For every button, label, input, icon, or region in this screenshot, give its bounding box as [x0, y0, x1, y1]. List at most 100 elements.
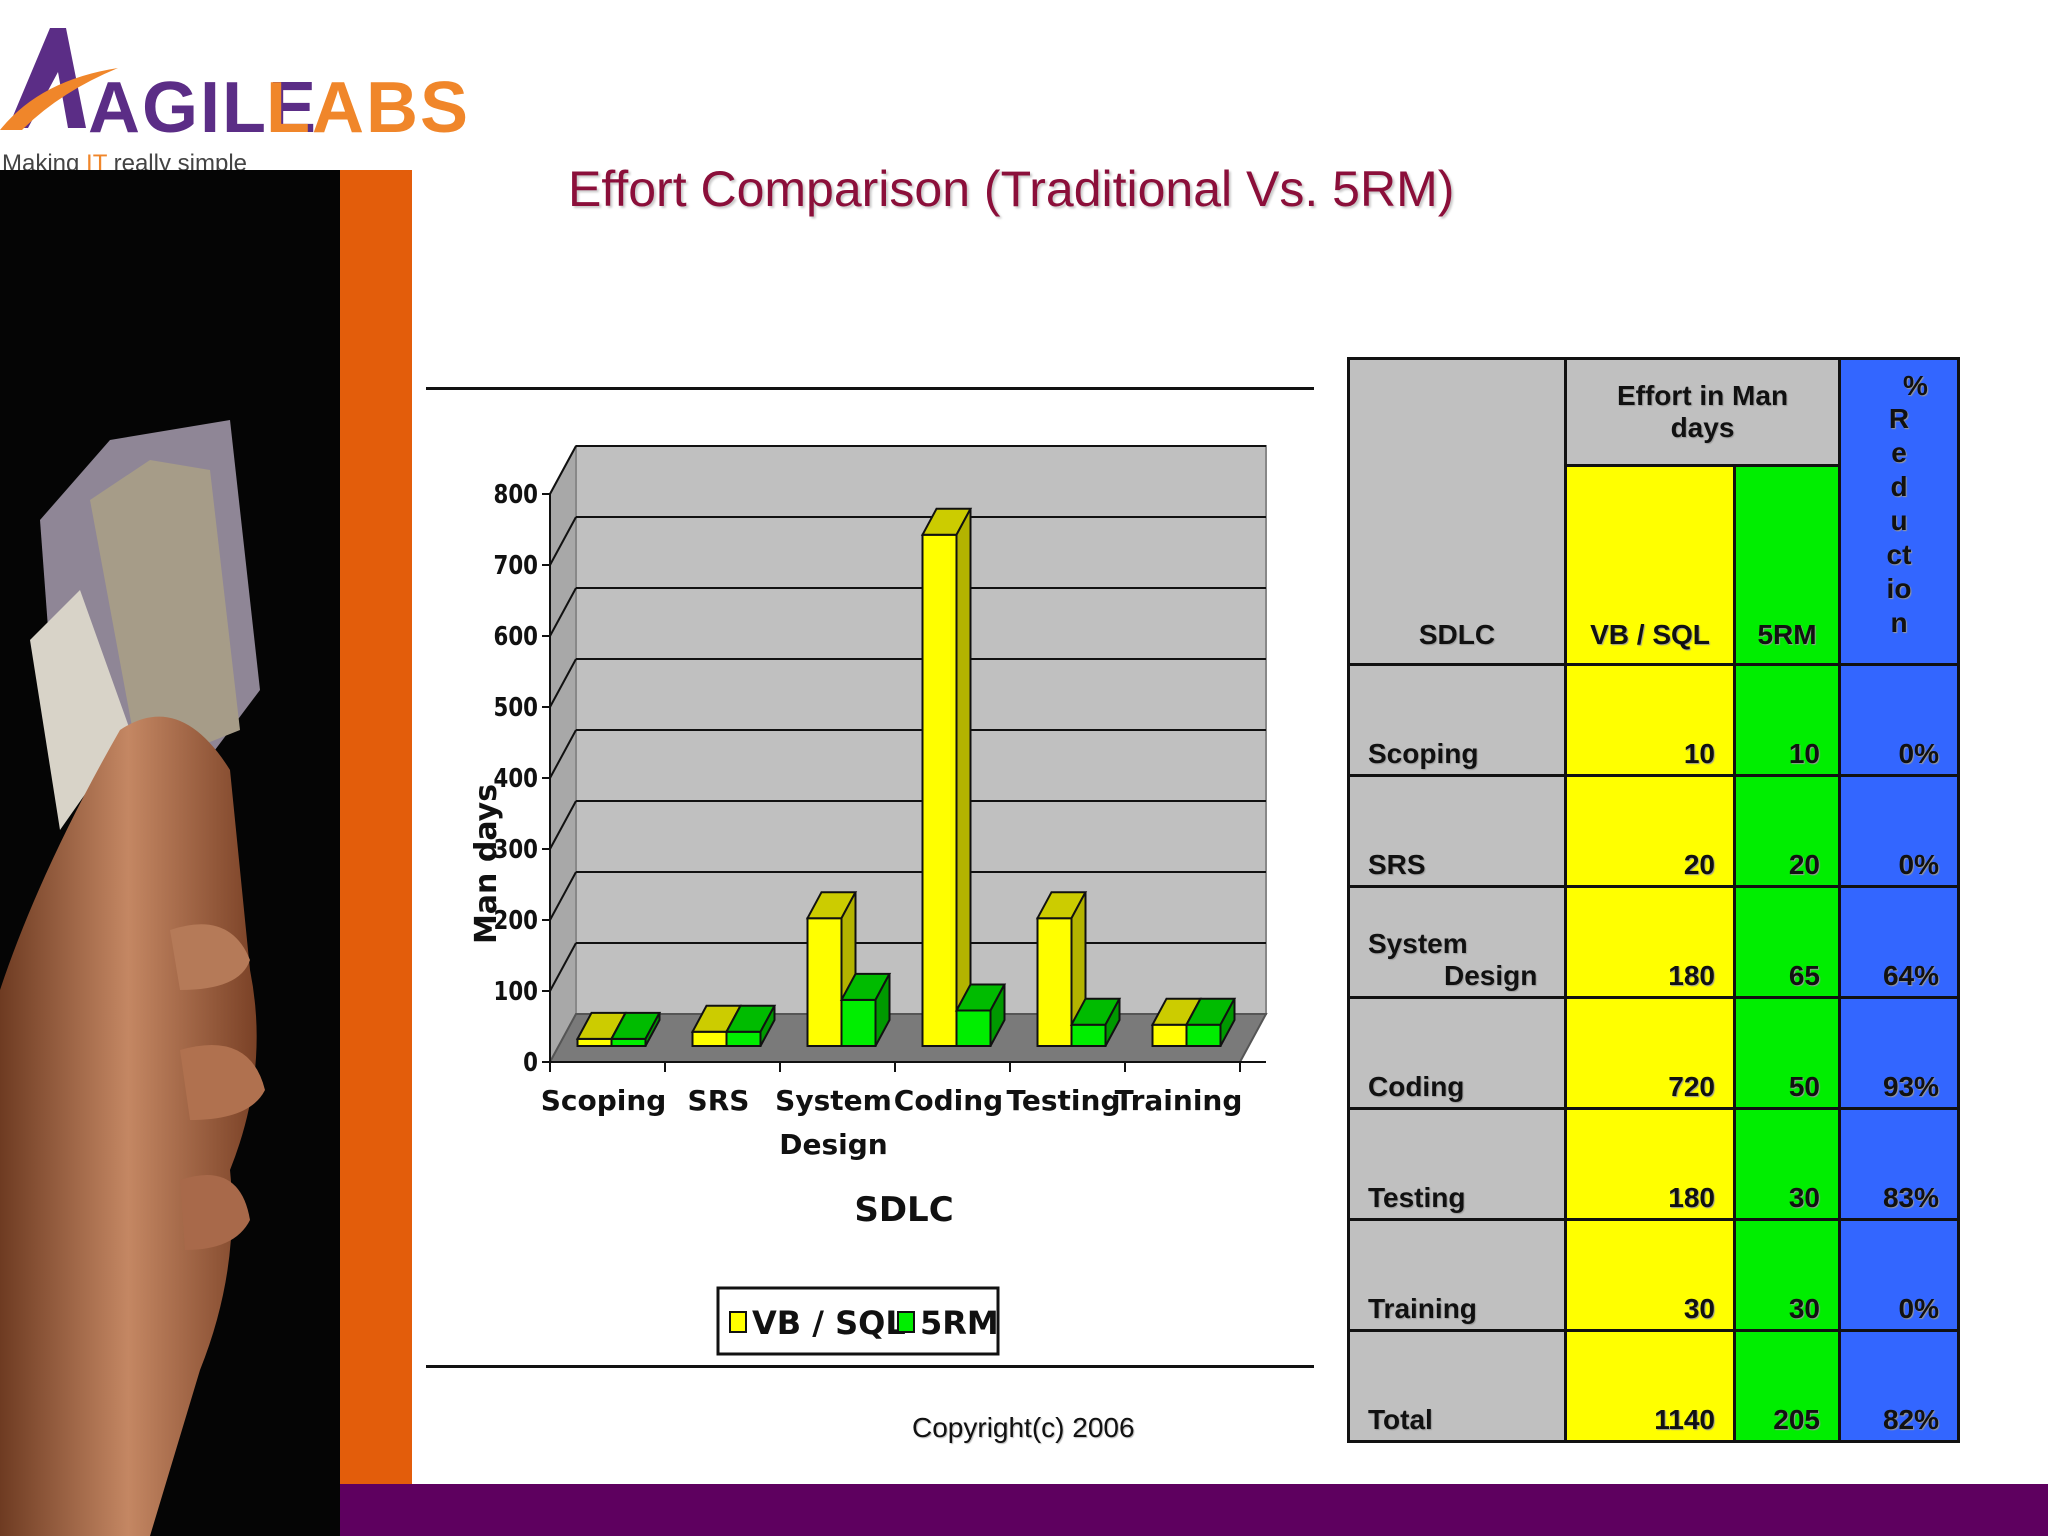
- chart-bottom-rule: [426, 1365, 1314, 1368]
- chart-plot-area: [548, 445, 1268, 1063]
- row-rm: 30: [1733, 1107, 1841, 1221]
- table-row: Scoping 10 10 0%: [1347, 663, 1960, 777]
- bar-front: [725, 1030, 762, 1047]
- legend-box: [716, 1286, 1000, 1356]
- header-pct-symbol: %: [1903, 370, 1928, 401]
- bar-front: [1036, 917, 1073, 1048]
- bar-side: [874, 973, 891, 1047]
- row-rm: 30: [1733, 1218, 1841, 1332]
- x-tick-label: Testing: [1007, 1084, 1121, 1117]
- chart-bars: [575, 507, 1237, 1048]
- legend-label: 5RM: [920, 1304, 999, 1342]
- table-header-row: SDLC Effort in Man days % R e d u ct io …: [1347, 357, 1960, 666]
- chart-top-rule: [426, 387, 1314, 390]
- row-pct: 0%: [1838, 1218, 1960, 1332]
- row-pct: 64%: [1838, 885, 1960, 999]
- bar-side: [1104, 998, 1121, 1047]
- bar-front: [921, 533, 958, 1048]
- row-pct: 0%: [1838, 774, 1960, 888]
- table-row: Coding 720 50 93%: [1347, 996, 1960, 1110]
- y-tick-label: 400: [494, 763, 538, 794]
- y-axis-ticks: 0 100 200 300 400 500 600 700 800: [494, 479, 551, 1078]
- slide-title: Effort Comparison (Traditional Vs. 5RM): [568, 161, 1455, 217]
- bar-side: [955, 508, 972, 1047]
- gridline-side: [549, 729, 577, 779]
- bar-5rm: [954, 983, 1007, 1047]
- bar-5rm: [724, 1004, 777, 1047]
- row-rm: 20: [1733, 774, 1841, 888]
- row-sdlc-line1: System: [1368, 928, 1468, 959]
- header-pct-letters: R e d u ct io n: [1886, 403, 1912, 638]
- row-rm: 205: [1733, 1329, 1841, 1443]
- header-5rm: 5RM: [1733, 464, 1841, 666]
- y-tick-label: 700: [494, 550, 538, 581]
- x-tick-label: SRS: [688, 1084, 750, 1117]
- bar-front: [610, 1037, 647, 1048]
- bar-side: [989, 984, 1006, 1047]
- bar-vb-sql: [920, 507, 973, 1048]
- row-sdlc: System Design: [1347, 885, 1567, 999]
- gridline-side: [549, 587, 577, 637]
- row-sdlc-line2: Design: [1444, 960, 1538, 991]
- x-axis-label: SDLC: [854, 1190, 953, 1230]
- orange-accent-bar: [340, 170, 412, 1484]
- table-row-total: Total 1140 205 82%: [1347, 1329, 1960, 1443]
- x-tick-label: Design: [779, 1128, 887, 1161]
- table-row: System Design 180 65 64%: [1347, 885, 1960, 999]
- gridline-side: [549, 658, 577, 708]
- row-pct: 0%: [1838, 663, 1960, 777]
- bar-front: [1070, 1023, 1107, 1048]
- copyright-text: Copyright(c) 2006: [912, 1412, 1135, 1443]
- bar-front: [1151, 1023, 1188, 1048]
- bar-front: [955, 1009, 992, 1047]
- legend-label: VB / SQL: [752, 1304, 906, 1342]
- legend-swatch: [729, 1311, 747, 1333]
- table-row: Testing 180 30 83%: [1347, 1107, 1960, 1221]
- gridline-side: [549, 445, 577, 495]
- y-tick-label: 500: [494, 692, 538, 723]
- chart-gridlines: [549, 445, 1266, 992]
- bar-side: [759, 1005, 776, 1047]
- row-sdlc: Training: [1347, 1218, 1567, 1332]
- row-sdlc: Scoping: [1347, 663, 1567, 777]
- hand-with-money-image: [0, 170, 340, 1536]
- bar-front: [806, 917, 843, 1048]
- row-vb: 20: [1564, 774, 1736, 888]
- row-rm: 10: [1733, 663, 1841, 777]
- bar-front: [576, 1037, 613, 1048]
- x-tick-label: Training: [1115, 1084, 1243, 1117]
- row-vb: 180: [1564, 1107, 1736, 1221]
- y-tick-label: 600: [494, 621, 538, 652]
- y-tick-label: 200: [494, 905, 538, 936]
- legend-swatch: [897, 1311, 915, 1333]
- bar-5rm: [1184, 997, 1237, 1048]
- gridline-side: [549, 800, 577, 850]
- table-subheader-row: VB / SQL 5RM: [1349, 464, 1959, 666]
- table-row: Training 30 30 0%: [1347, 1218, 1960, 1332]
- row-vb: 720: [1564, 996, 1736, 1110]
- effort-bar-chart: 0 100 200 300 400 500 600 700 800 Scoping SRS Syst…: [469, 445, 1268, 1356]
- row-sdlc: Testing: [1347, 1107, 1567, 1221]
- x-tick-label: Scoping: [541, 1084, 667, 1117]
- purple-footer-bar: [340, 1484, 2048, 1536]
- bar-front: [691, 1030, 728, 1047]
- y-tick-label: 800: [494, 479, 538, 510]
- y-tick-label: 300: [494, 834, 538, 865]
- chart-legend: VB / SQL 5RM: [716, 1286, 1000, 1356]
- row-sdlc: SRS: [1347, 774, 1567, 888]
- y-tick-label: 0: [523, 1047, 538, 1078]
- row-vb: 1140: [1564, 1329, 1736, 1443]
- bar-front: [840, 998, 877, 1047]
- gridline-side: [549, 871, 577, 921]
- header-effort: Effort in Man days: [1564, 357, 1841, 467]
- row-sdlc: Total: [1347, 1329, 1567, 1443]
- logo-a-mark-icon: [0, 28, 118, 130]
- logo-labs-text: LABS: [266, 68, 470, 148]
- effort-table: SDLC Effort in Man days % R e d u ct io …: [1347, 357, 1960, 1443]
- bar-5rm: [1069, 997, 1122, 1048]
- x-tick-label: Coding: [894, 1084, 1003, 1117]
- row-vb: 30: [1564, 1218, 1736, 1332]
- agile-labs-logo: AGILE LABS Making IT really simple: [0, 10, 468, 177]
- row-pct: 83%: [1838, 1107, 1960, 1221]
